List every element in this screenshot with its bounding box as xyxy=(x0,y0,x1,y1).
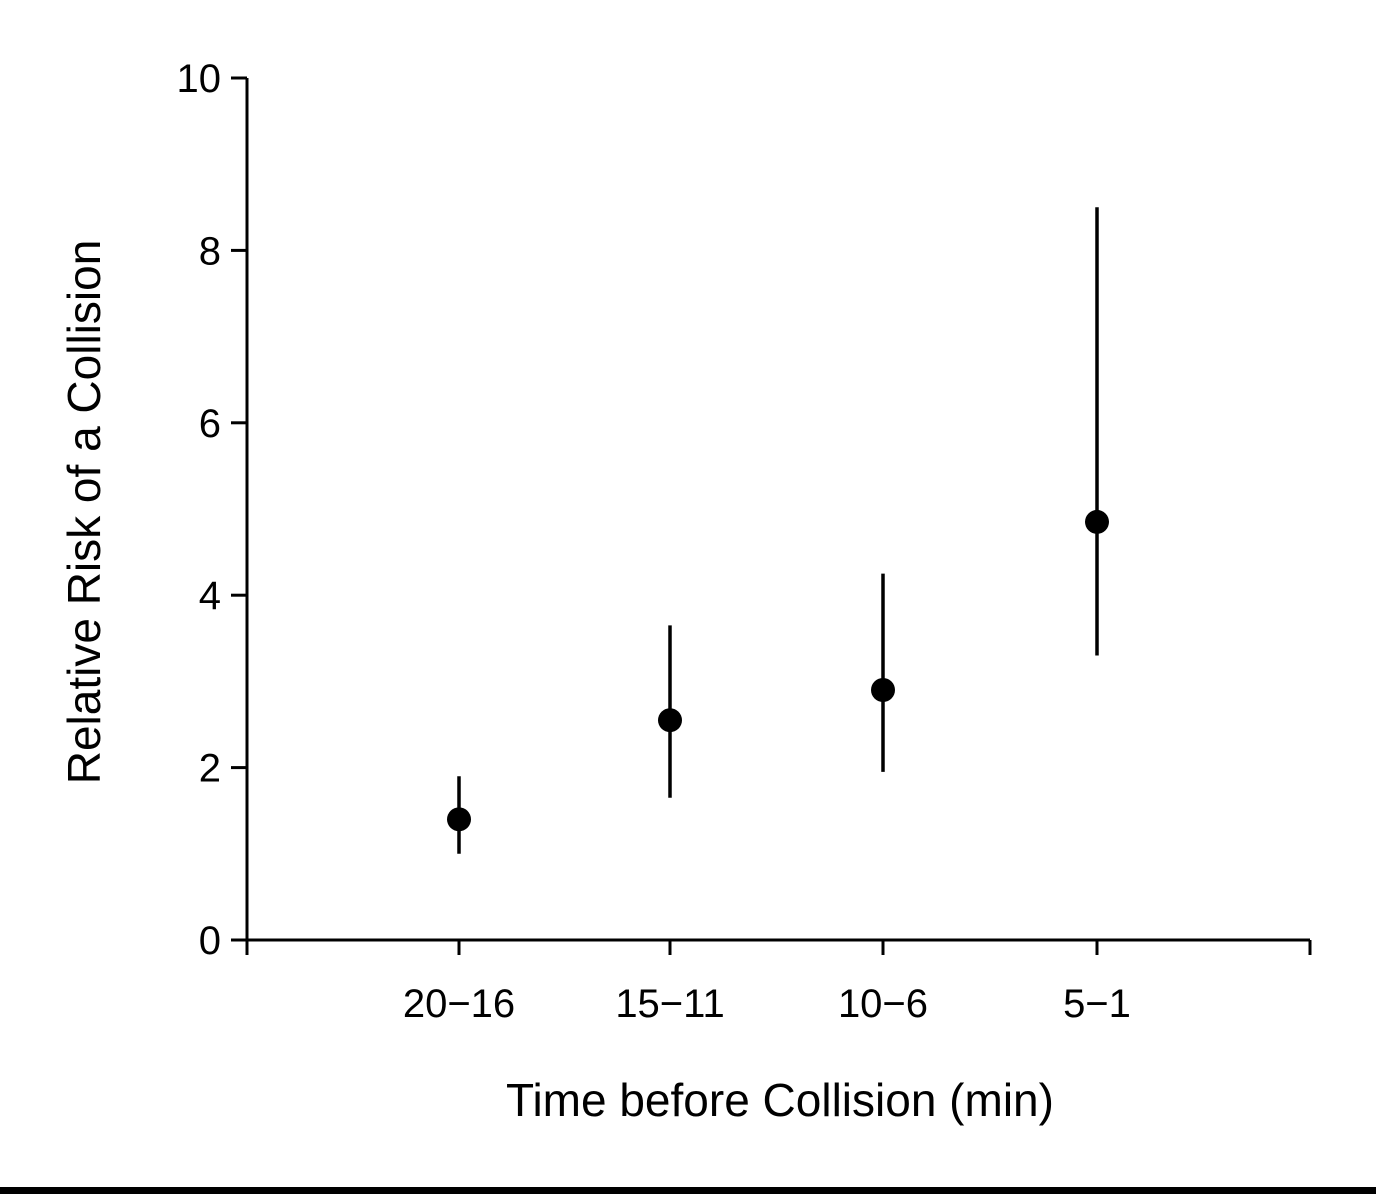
data-point xyxy=(658,708,682,733)
y-tick-label: 4 xyxy=(199,574,221,618)
x-tick-label: 10−6 xyxy=(838,982,928,1026)
y-tick-label: 8 xyxy=(199,229,221,273)
x-tick-label: 20−16 xyxy=(403,982,515,1026)
x-tick-label: 15−11 xyxy=(615,982,724,1026)
y-tick-label: 2 xyxy=(199,747,221,791)
x-tick-label: 5−1 xyxy=(1063,982,1131,1026)
x-axis-title: Time before Collision (min) xyxy=(506,1074,1054,1126)
y-tick-label: 6 xyxy=(199,402,221,446)
data-marks xyxy=(447,207,1109,854)
y-tick-label: 10 xyxy=(177,57,222,101)
axes: 0 2 4 6 8 10 20−16 15−11 10−6 5−1 xyxy=(177,57,1312,1026)
y-tick-label: 0 xyxy=(199,919,221,963)
y-axis-title: Relative Risk of a Collision xyxy=(58,240,110,785)
bottom-border xyxy=(0,1187,1376,1194)
data-point xyxy=(1085,509,1109,534)
data-point xyxy=(447,807,471,832)
data-point xyxy=(871,678,895,703)
